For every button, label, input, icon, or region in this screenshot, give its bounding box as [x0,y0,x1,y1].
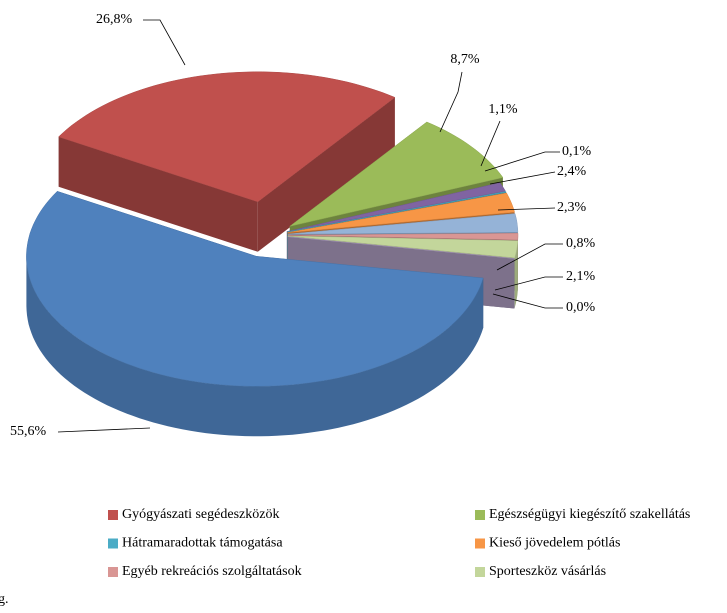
data-label: 26,8% [96,12,133,27]
legend-swatch [108,510,118,520]
legend-label: Hátramaradottak támogatása [122,536,283,551]
footnote: g. [0,592,9,607]
data-label: 0,0% [566,300,596,315]
data-label: 2,3% [557,200,587,215]
legend-swatch [108,539,118,549]
data-label: 55,6% [10,424,47,439]
leader-line [440,72,462,132]
legend-label: Kieső jövedelem pótlás [489,536,620,551]
legend-swatch [475,567,485,577]
data-label: 0,1% [562,144,592,159]
data-label: 2,1% [566,269,596,284]
legend-label: Egészségügyi kiegészítő szakellátás [489,507,690,522]
legend-swatch [108,567,118,577]
leader-line [481,121,500,166]
data-label: 2,4% [557,164,587,179]
legend-label: Egyéb rekreációs szolgáltatások [122,564,302,579]
data-label: 1,1% [488,102,518,117]
legend-label: Gyógyászati segédeszközök [122,507,279,522]
leader-line [143,20,185,65]
data-label: 0,8% [566,236,596,251]
legend-swatch [475,539,485,549]
leader-line [485,152,560,171]
legend-swatch [475,510,485,520]
data-label: 8,7% [450,52,480,67]
leader-line [58,428,150,432]
legend-label: Sporteszköz vásárlás [489,564,606,579]
